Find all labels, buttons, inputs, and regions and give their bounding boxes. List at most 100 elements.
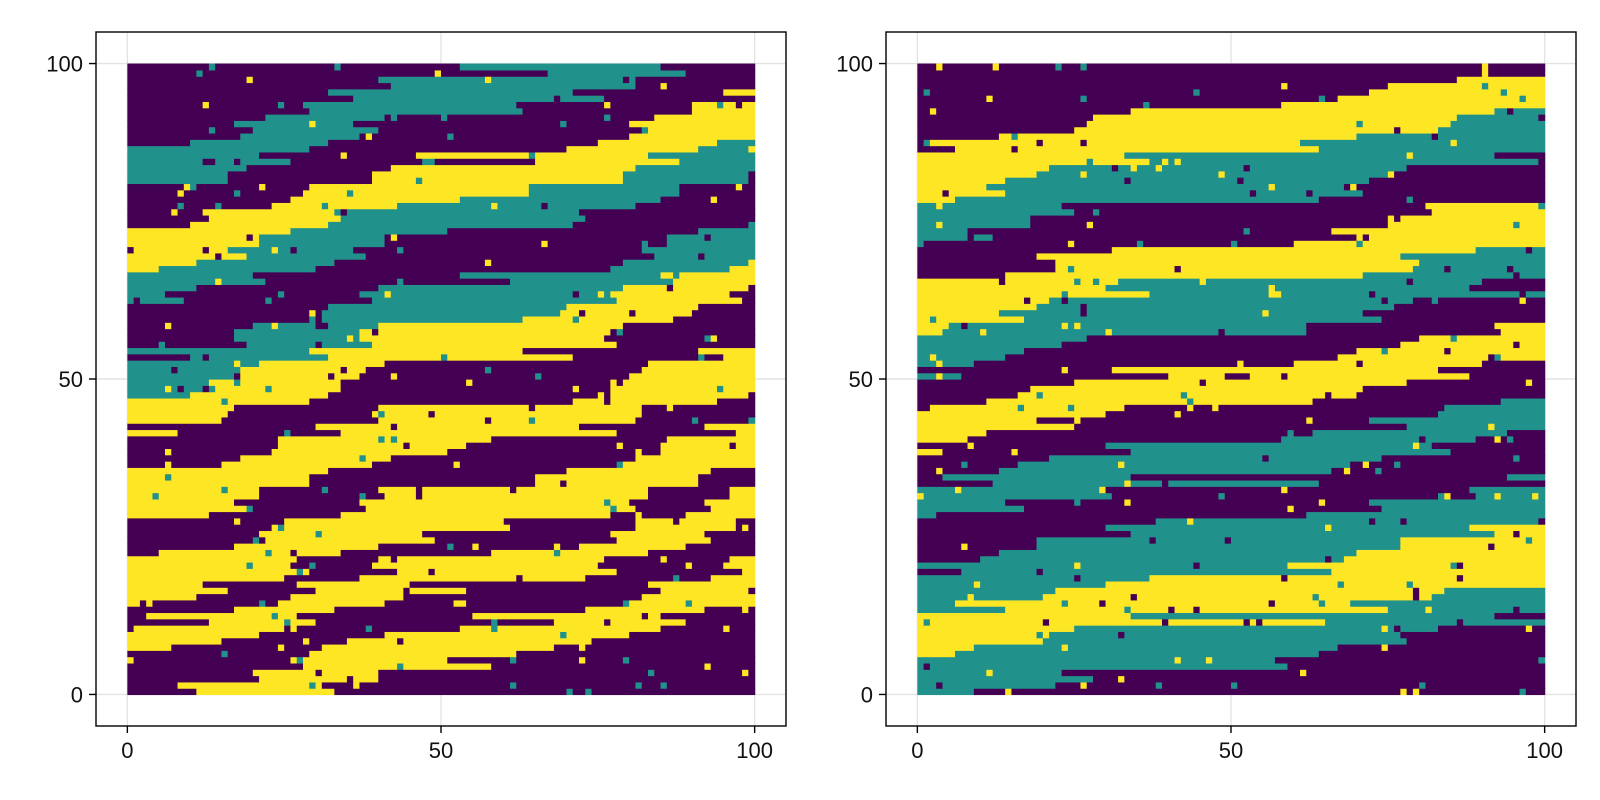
heatmap-cell-run [434, 69, 442, 77]
heatmap-cell-run [1024, 315, 1383, 323]
heatmap-cell-run [560, 543, 580, 550]
heatmap-cell-run [1118, 164, 1132, 172]
heatmap-cell-run [1105, 524, 1326, 532]
heatmap-cell-run [698, 353, 706, 361]
heatmap-cell-run [1011, 132, 1019, 140]
heatmap-cell-run [710, 505, 756, 513]
heatmap-cell-run [1124, 151, 1408, 159]
heatmap-cell-run [1281, 101, 1546, 109]
heatmap-cell-run [221, 461, 373, 468]
heatmap-cell-run [422, 530, 611, 538]
heatmap-cell-run [359, 290, 386, 298]
heatmap-cell-run [917, 498, 1006, 506]
heatmap-cell-run [1036, 252, 1401, 260]
heatmap-cell-run [265, 385, 273, 393]
heatmap-cell-run [1224, 492, 1439, 500]
heatmap-cell-run [290, 196, 461, 203]
heatmap-cell-run [1356, 391, 1546, 399]
heatmap-cell-run [1306, 416, 1314, 424]
heatmap-cell-run [1017, 132, 1358, 140]
heatmap-cell-run [1469, 486, 1546, 494]
heatmap-cell-run [679, 574, 712, 582]
heatmap-cell-run [227, 650, 310, 658]
heatmap-cell-run [1419, 334, 1452, 342]
heatmap-cell-run [917, 132, 1000, 140]
heatmap-cell-run [196, 593, 292, 601]
heatmap-cell-run [704, 252, 756, 260]
heatmap-cell-run [1444, 492, 1452, 500]
heatmap-cell-run [127, 227, 292, 235]
heatmap-cell-run [1507, 429, 1546, 437]
heatmap-cell-run [127, 486, 223, 494]
heatmap-cell-run [165, 341, 248, 349]
heatmap-cell-run [635, 454, 756, 462]
heatmap-cell-run [629, 120, 756, 128]
heatmap-cell-run [666, 240, 756, 248]
heatmap-cell-run [234, 517, 241, 525]
heatmap-cell-run [397, 555, 605, 563]
heatmap-cell-run [234, 498, 361, 506]
heatmap-cell-run [372, 341, 618, 349]
heatmap-cell-run [1093, 278, 1100, 285]
heatmap-cell-run [372, 461, 455, 468]
heatmap-cell-run [215, 278, 223, 285]
heatmap-cell-run [1469, 524, 1546, 532]
heatmap-cell-run [723, 353, 756, 361]
heatmap-cell-run [1281, 290, 1370, 298]
heatmap-cell-run [1406, 379, 1527, 386]
heatmap-cell-run [748, 284, 756, 292]
heatmap-cell-run [353, 334, 361, 342]
heatmap-cell-run [742, 669, 749, 677]
heatmap-cell-run [171, 643, 279, 651]
heatmap-cell-run [378, 76, 486, 84]
heatmap-cell-run [553, 95, 561, 102]
heatmap-cell-run [1061, 366, 1069, 374]
heatmap-cell-run [660, 82, 668, 90]
heatmap-cell-run [635, 448, 643, 456]
heatmap-cell-run [698, 252, 706, 260]
heatmap-cell-run [917, 574, 1075, 582]
heatmap-cell-run [127, 675, 260, 683]
heatmap-cell-run [635, 82, 662, 90]
heatmap-cell-run [528, 404, 536, 412]
heatmap-cell-run [936, 511, 1307, 519]
heatmap-cell-run [723, 385, 756, 393]
heatmap-cell-run [635, 505, 712, 513]
heatmap-cell-run [472, 612, 643, 620]
heatmap-cell-run [1162, 681, 1232, 689]
heatmap-cell-run [1456, 114, 1539, 121]
heatmap-cell-run [973, 643, 1063, 651]
heatmap-cell-run [1262, 309, 1270, 317]
heatmap-cell-run [1438, 366, 1546, 374]
heatmap-cell-run [397, 423, 580, 431]
heatmap-cell-run [340, 549, 492, 557]
heatmap-cell-run [1212, 404, 1220, 412]
heatmap-cell-run [1532, 625, 1546, 632]
heatmap-cell-run [127, 517, 235, 525]
heatmap-cell-run [660, 681, 668, 689]
heatmap-cell-run [1525, 95, 1546, 102]
heatmap-cell-run [1243, 177, 1370, 185]
heatmap-cell-run [1419, 435, 1427, 443]
heatmap-cell-run [340, 385, 574, 393]
heatmap-cell-run [535, 479, 561, 487]
heatmap-cell-run [127, 76, 248, 84]
heatmap-cell-run [1494, 423, 1546, 431]
heatmap-cell-run [1042, 593, 1132, 601]
heatmap-cell-run [1030, 296, 1050, 304]
heatmap-cell-run [1074, 208, 1094, 216]
heatmap-cell-run [127, 397, 223, 405]
heatmap-cell-run [1532, 536, 1546, 544]
heatmap-cell-run [127, 202, 179, 210]
heatmap-cell-run [397, 637, 404, 645]
heatmap-cell-run [127, 132, 241, 140]
heatmap-cell-run [1293, 360, 1358, 367]
heatmap-cell-run [923, 618, 931, 626]
heatmap-cell-run [227, 486, 260, 494]
heatmap-cell-run [271, 202, 323, 210]
heatmap-cell-run [202, 208, 335, 216]
heatmap-cell-run [234, 328, 361, 336]
heatmap-cell-run [1412, 580, 1546, 588]
heatmap-cell-run [1281, 372, 1289, 380]
heatmap-cell-run [309, 145, 568, 153]
